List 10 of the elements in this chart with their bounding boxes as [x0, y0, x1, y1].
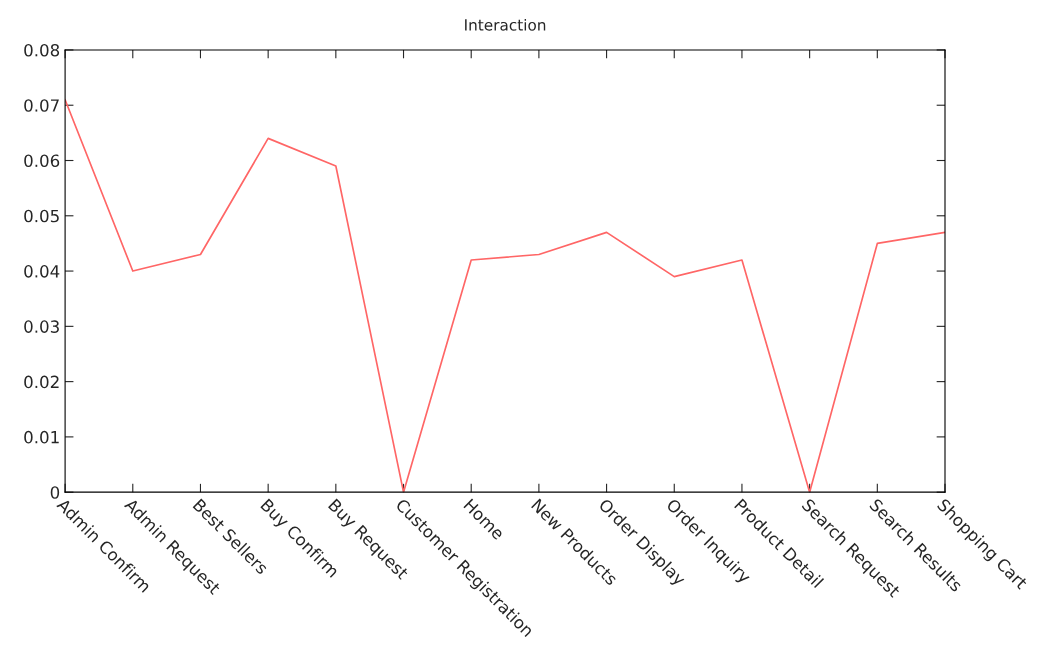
- chart-title: Interaction: [465, 18, 546, 31]
- y-tick-label: 0.01: [24, 430, 59, 444]
- y-tick-label: 0.07: [24, 99, 59, 112]
- y-tick-label: 0.03: [24, 320, 59, 333]
- y-tick-label: 0: [50, 486, 60, 499]
- y-tick-label: 0.04: [24, 265, 60, 278]
- y-tick-label: 0.05: [24, 209, 59, 223]
- y-tick-label: 0.06: [24, 154, 60, 168]
- y-tick-label: 0.02: [24, 375, 59, 389]
- y-tick-label: 0.08: [24, 43, 60, 57]
